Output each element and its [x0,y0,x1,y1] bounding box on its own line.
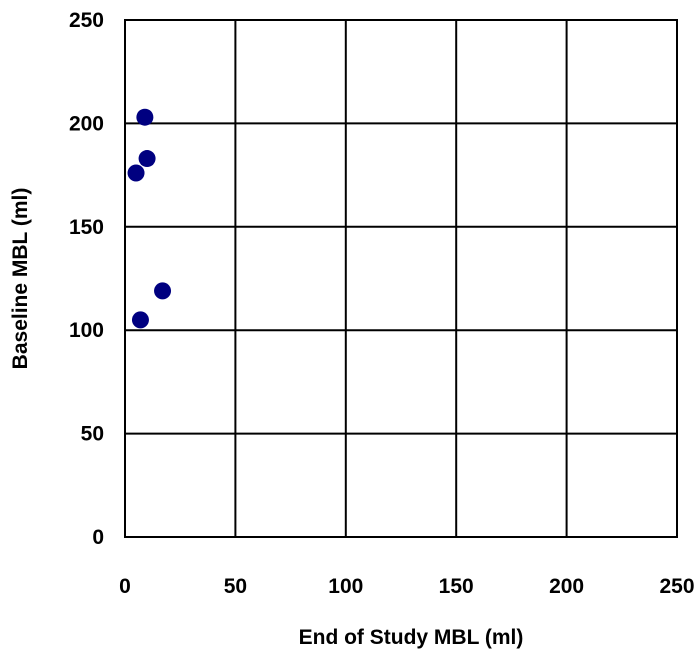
grid-lines [124,19,678,538]
x-tick-label: 250 [659,575,694,598]
data-point [138,150,156,168]
x-tick-label: 50 [224,575,247,598]
x-axis-title: End of Study MBL (ml) [299,626,524,649]
data-point [154,282,172,300]
x-tick-label: 100 [328,575,363,598]
y-tick-label: 150 [69,216,104,239]
y-tick-label: 50 [81,423,104,446]
x-axis-tick-labels: 0 50 100 150 200 250 [119,575,694,598]
y-axis-tick-labels: 0 50 100 150 200 250 [69,9,104,549]
x-tick-label: 150 [439,575,474,598]
y-tick-label: 200 [69,112,104,135]
data-point [131,311,149,329]
y-tick-label: 100 [69,319,104,342]
x-tick-label: 0 [119,575,131,598]
data-point [136,108,154,126]
data-point [127,164,145,182]
y-tick-label: 250 [69,9,104,32]
y-axis-title: Baseline MBL (ml) [9,188,32,370]
data-points [127,108,172,329]
x-tick-label: 200 [549,575,584,598]
plot-area-border [124,19,678,538]
y-tick-label: 0 [92,526,104,549]
